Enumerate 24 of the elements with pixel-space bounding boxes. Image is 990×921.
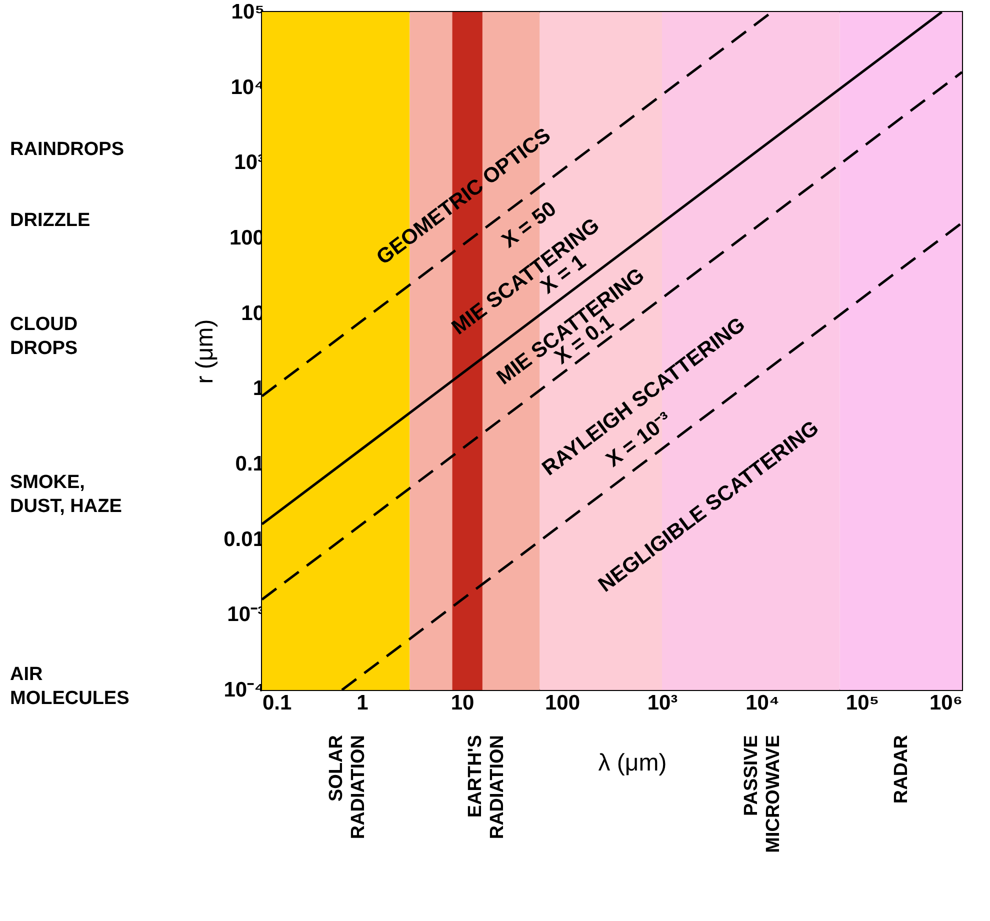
y-axis-title: r (μm) [192,319,219,384]
x-tick-label: 10⁶ [929,692,962,714]
y-tick-label: 0.1 [235,452,265,476]
x-tick-label: 100 [544,692,580,714]
x-tick-label: 10⁴ [746,692,780,714]
x-tick-label: 10 [450,692,474,714]
y-tick-label: 10⁴ [230,76,264,99]
text: DRIZZLE [10,210,90,231]
y-tick-label: 10⁵ [231,0,264,24]
band-label: RADAR [890,734,912,804]
x-tick-label: 1 [356,692,369,714]
x-tick-label: 0.1 [262,692,292,714]
text: AIR MOLECULES [10,664,130,709]
y-tick-label: 10⁻⁴ [224,678,264,702]
band-label: EARTH'S RADIATION [464,735,508,840]
x-tick-label: 10⁵ [846,692,880,714]
band-label: SOLAR RADIATION [326,734,369,840]
band-label: PASSIVE MICROWAVE [740,735,784,853]
x-axis-title: λ (μm) [598,750,667,776]
text: CLOUD DROPS [10,314,78,359]
x-tick-label: 10³ [647,692,678,714]
text: RAINDROPS [10,139,124,160]
text: SMOKE, DUST, HAZE [10,472,122,517]
y-tick-label: 0.01 [224,528,265,551]
